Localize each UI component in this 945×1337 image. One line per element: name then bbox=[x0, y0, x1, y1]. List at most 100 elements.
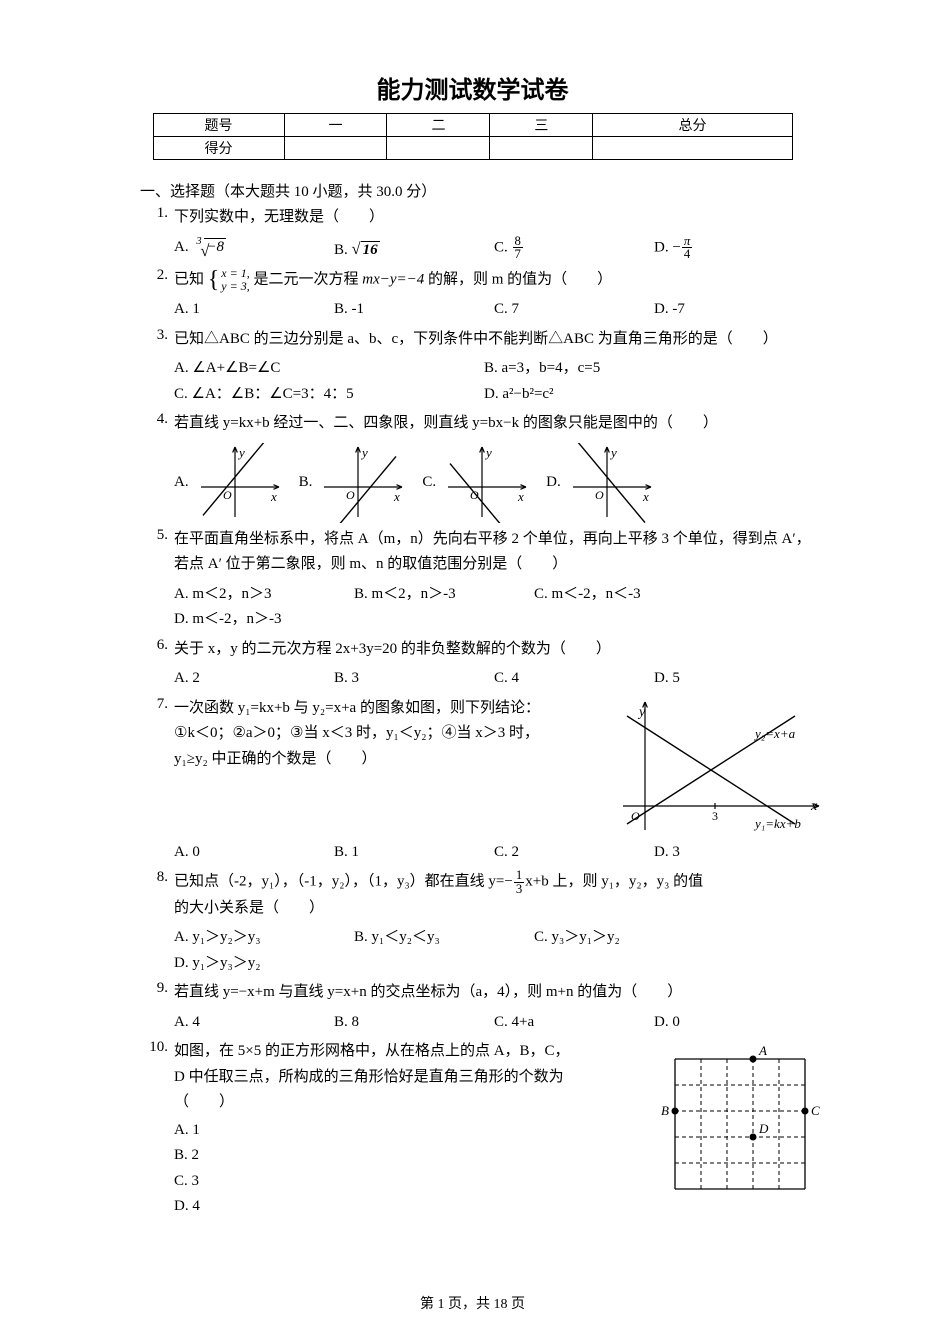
th-2: 二 bbox=[387, 114, 490, 137]
q-body: 已知点（-2，y₁），（-1，y₂），（1，y₃）都在直线 y=−13x+b 上… bbox=[174, 869, 825, 976]
q-body: 已知△ABC 的三边分别是 a、b、c，下列条件中不能判断△ABC 为直角三角形… bbox=[174, 327, 825, 408]
opt-label: A. bbox=[174, 470, 189, 496]
opt-a: A. 2 bbox=[174, 666, 304, 692]
page-footer: 第 1 页，共 18 页 bbox=[0, 1293, 945, 1313]
brace-line: y = 3, bbox=[221, 280, 249, 293]
section-1: 一、选择题（本大题共 10 小题，共 30.0 分） 1. 下列实数中，无理数是… bbox=[140, 180, 825, 1220]
opt-label: C. bbox=[422, 470, 436, 496]
q-text-pre: 已知 bbox=[174, 272, 204, 288]
q-text: 在平面直角坐标系中，将点 A（m，n）先向右平移 2 个单位，再向上平移 3 个… bbox=[174, 531, 811, 573]
opt-label: B. bbox=[334, 242, 348, 258]
q-number: 8. bbox=[140, 869, 174, 886]
question-7: 7. 一次函数 y₁=kx+b 与 y₂=x+a 的图象如图，则下列结论： ①k… bbox=[140, 696, 825, 866]
q-text: 的大小关系是（ ） bbox=[174, 896, 825, 922]
svg-text:x: x bbox=[642, 489, 649, 504]
opt-label: D. bbox=[546, 470, 561, 496]
opt-c: C. 87 bbox=[494, 235, 624, 264]
opt-c: C. 7 bbox=[494, 297, 624, 323]
table-row: 题号 一 二 三 总分 bbox=[153, 114, 792, 137]
question-10: 10. 如图，在 5×5 的正方形网格中，从在格点上的点 A，B，C， D 中任… bbox=[140, 1039, 825, 1220]
opt-c: C. ∠A：∠B：∠C=3：4：5 bbox=[174, 382, 454, 408]
opt-d: D. -7 bbox=[654, 297, 784, 323]
q-number: 3. bbox=[140, 327, 174, 344]
svg-text:x: x bbox=[270, 489, 277, 504]
svg-text:x: x bbox=[517, 489, 524, 504]
opt-d: D. m＜-2，n＞-3 bbox=[174, 607, 324, 633]
q-body: 在平面直角坐标系中，将点 A（m，n）先向右平移 2 个单位，再向上平移 3 个… bbox=[174, 527, 825, 633]
opt-b: B. m＜2，n＞-3 bbox=[354, 582, 504, 608]
q-body: 若直线 y=kx+b 经过一、二、四象限，则直线 y=bx−k 的图象只能是图中… bbox=[174, 411, 825, 523]
q-eq: mx−y=−4 bbox=[362, 272, 424, 288]
th-total: 总分 bbox=[593, 114, 792, 137]
graph-b: yxO bbox=[316, 443, 406, 523]
question-4: 4. 若直线 y=kx+b 经过一、二、四象限，则直线 y=bx−k 的图象只能… bbox=[140, 411, 825, 523]
opt-c: C. m＜-2，n＜-3 bbox=[534, 582, 684, 608]
svg-text:C: C bbox=[811, 1103, 820, 1118]
th-3: 三 bbox=[490, 114, 593, 137]
opt-label: A. bbox=[174, 239, 189, 255]
question-3: 3. 已知△ABC 的三边分别是 a、b、c，下列条件中不能判断△ABC 为直角… bbox=[140, 327, 825, 408]
opt-d: D. a²−b²=c² bbox=[484, 382, 764, 408]
graph-d: y x O bbox=[565, 443, 655, 523]
q-number: 10. bbox=[140, 1039, 174, 1056]
q-line: ①k＜0；②a＞0；③当 x＜3 时，y₁＜y₂；④当 x＞3 时， bbox=[174, 721, 607, 747]
svg-text:A: A bbox=[758, 1043, 767, 1058]
svg-text:x: x bbox=[393, 489, 400, 504]
q-body: 关于 x，y 的二元次方程 2x+3y=20 的非负整数解的个数为（ ） A. … bbox=[174, 637, 825, 692]
opt-a: A. 4 bbox=[174, 1010, 304, 1036]
q-text: 已知点（-2，y₁），（-1，y₂），（1，y₃）都在直线 y=− bbox=[174, 874, 513, 890]
graph-c: yxO bbox=[440, 443, 530, 523]
td bbox=[387, 137, 490, 160]
options: A. 0 B. 1 C. 2 D. 3 bbox=[174, 840, 825, 866]
graph-a: yxO bbox=[193, 443, 283, 523]
svg-text:y: y bbox=[609, 445, 617, 460]
opt-a: A. ∠A+∠B=∠C bbox=[174, 356, 454, 382]
th-num: 题号 bbox=[153, 114, 284, 137]
svg-text:x: x bbox=[810, 799, 818, 814]
opt-a: A. y₁＞y₂＞y₃ bbox=[174, 925, 324, 951]
q-body: 一次函数 y₁=kx+b 与 y₂=x+a 的图象如图，则下列结论： ①k＜0；… bbox=[174, 696, 825, 866]
svg-text:B: B bbox=[661, 1103, 669, 1118]
page: 能力测试数学试卷 题号 一 二 三 总分 得分 一、选择题（本大题共 10 小题… bbox=[0, 0, 945, 1337]
options: A. m＜2，n＞3 B. m＜2，n＞-3 C. m＜-2，n＜-3 D. m… bbox=[174, 582, 825, 633]
q-line: D 中任取三点，所构成的三角形恰好是直角三角形的个数为 bbox=[174, 1065, 645, 1091]
opt-d: D. −π4 bbox=[654, 235, 784, 264]
opt-a: A. 1 bbox=[174, 297, 304, 323]
th-score: 得分 bbox=[153, 137, 284, 160]
svg-text:y: y bbox=[360, 445, 368, 460]
opt-d: D. 0 bbox=[654, 1010, 784, 1036]
q-line: y₁≥y₂ 中正确的个数是（ ） bbox=[174, 747, 607, 773]
exam-title: 能力测试数学试卷 bbox=[60, 70, 885, 105]
q-text: 下列实数中，无理数是（ ） bbox=[174, 209, 384, 225]
graph-row: A. yxO B. yxO C. yxO D. yxO bbox=[174, 443, 825, 523]
question-1: 1. 下列实数中，无理数是（ ） A. 3 −8 √ B. bbox=[140, 205, 825, 263]
svg-text:y₂=x+a: y₂=x+a bbox=[753, 726, 796, 741]
opt-b: B. √16 bbox=[334, 235, 464, 264]
opt-b: B. 3 bbox=[334, 666, 464, 692]
options: A. 1 B. -1 C. 7 D. -7 bbox=[174, 297, 825, 323]
q-text: 若直线 y=kx+b 经过一、二、四象限，则直线 y=bx−k 的图象只能是图中… bbox=[174, 415, 718, 431]
td bbox=[490, 137, 593, 160]
svg-text:y: y bbox=[484, 445, 492, 460]
opt-a: A. m＜2，n＞3 bbox=[174, 582, 324, 608]
svg-text:y: y bbox=[637, 705, 646, 720]
opt-b: B. y₁＜y₂＜y₃ bbox=[354, 925, 504, 951]
opt-d: D. y₁＞y₃＞y₂ bbox=[174, 951, 324, 977]
q-line: 一次函数 y₁=kx+b 与 y₂=x+a 的图象如图，则下列结论： bbox=[174, 696, 607, 722]
score-table: 题号 一 二 三 总分 得分 bbox=[153, 113, 793, 160]
question-9: 9. 若直线 y=−x+m 与直线 y=x+n 的交点坐标为（a，4），则 m+… bbox=[140, 980, 825, 1035]
q-body: 下列实数中，无理数是（ ） A. 3 −8 √ B. √16 bbox=[174, 205, 825, 263]
graph-q7: yxO3y₂=x+ay₁=kx+b bbox=[615, 696, 825, 836]
q-line: （ ） bbox=[174, 1090, 645, 1116]
options: A. 1 B. 2 C. 3 D. 4 bbox=[174, 1118, 645, 1220]
svg-text:O: O bbox=[595, 488, 604, 502]
opt-d: D. y x O bbox=[546, 443, 655, 523]
opt-label: B. bbox=[299, 470, 313, 496]
svg-text:y₁=kx+b: y₁=kx+b bbox=[753, 816, 801, 831]
opt-c: C. 4+a bbox=[494, 1010, 624, 1036]
opt-d: D. 5 bbox=[654, 666, 784, 692]
q-body: 已知 { x = 1, y = 3, 是二元一次方程 mx−y=−4 的解，则 … bbox=[174, 267, 825, 323]
question-8: 8. 已知点（-2，y₁），（-1，y₂），（1，y₃）都在直线 y=−13x+… bbox=[140, 869, 825, 976]
opt-b: B. a=3，b=4，c=5 bbox=[484, 356, 764, 382]
opt-a: A. yxO bbox=[174, 443, 283, 523]
